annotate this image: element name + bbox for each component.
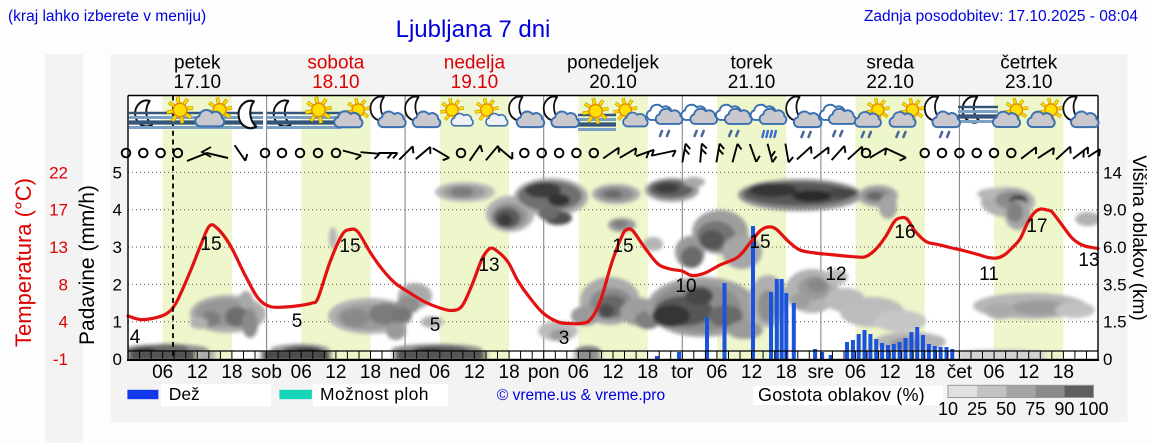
svg-text:15: 15: [339, 236, 360, 257]
svg-text:20.10: 20.10: [589, 72, 637, 93]
svg-text:100: 100: [1078, 399, 1108, 419]
svg-text:3: 3: [559, 328, 570, 349]
svg-text:tor: tor: [671, 362, 694, 383]
svg-text:2: 2: [113, 275, 122, 294]
svg-text:5: 5: [430, 315, 441, 336]
svg-text:3.5: 3.5: [1103, 275, 1127, 294]
svg-text:0: 0: [113, 350, 122, 369]
svg-text:06: 06: [429, 362, 450, 383]
svg-text:3: 3: [113, 238, 122, 257]
svg-text:1.5: 1.5: [1103, 313, 1127, 332]
svg-text:5: 5: [292, 311, 303, 332]
svg-text:13: 13: [1078, 250, 1099, 271]
svg-text:12: 12: [325, 362, 346, 383]
svg-text:4: 4: [130, 327, 141, 348]
svg-text:Ljubljana 7 dni: Ljubljana 7 dni: [396, 16, 551, 43]
svg-text:5: 5: [113, 163, 122, 182]
svg-text:18: 18: [499, 362, 520, 383]
svg-text:sre: sre: [808, 362, 834, 383]
svg-text:12: 12: [1018, 362, 1039, 383]
svg-text:15: 15: [612, 236, 633, 257]
svg-text:sreda: sreda: [866, 53, 914, 74]
svg-text:06: 06: [568, 362, 589, 383]
svg-text:18: 18: [776, 362, 797, 383]
svg-text:23.10: 23.10: [1005, 72, 1053, 93]
svg-text:4: 4: [59, 313, 68, 332]
svg-text:Višina oblakov (km): Višina oblakov (km): [1128, 155, 1149, 320]
svg-text:9.0: 9.0: [1103, 201, 1127, 220]
svg-text:12: 12: [187, 362, 208, 383]
svg-text:četrtek: četrtek: [1000, 53, 1058, 74]
svg-text:torek: torek: [730, 53, 773, 74]
svg-text:12: 12: [880, 362, 901, 383]
svg-text:10: 10: [675, 276, 696, 297]
svg-text:Gostota oblakov (%): Gostota oblakov (%): [758, 385, 925, 405]
svg-text:petek: petek: [174, 53, 221, 74]
svg-text:19.10: 19.10: [451, 72, 499, 93]
svg-text:ned: ned: [389, 362, 421, 383]
svg-text:Možnost ploh: Možnost ploh: [320, 384, 429, 404]
svg-text:0: 0: [1103, 350, 1112, 369]
svg-text:18: 18: [1053, 362, 1074, 383]
svg-text:© vreme.us & vreme.pro: © vreme.us & vreme.pro: [497, 387, 665, 404]
svg-text:Zadnja posodobitev: 17.10.2025: Zadnja posodobitev: 17.10.2025 - 08:04: [864, 8, 1138, 25]
svg-text:17: 17: [49, 201, 68, 220]
svg-text:čet: čet: [947, 362, 973, 383]
svg-text:(kraj lahko izberete v meniju): (kraj lahko izberete v meniju): [8, 8, 206, 25]
svg-text:90: 90: [1054, 399, 1074, 419]
svg-text:15: 15: [200, 234, 221, 255]
svg-text:sob: sob: [251, 362, 282, 383]
svg-text:17.10: 17.10: [174, 72, 222, 93]
svg-text:18.10: 18.10: [312, 72, 360, 93]
svg-text:06: 06: [984, 362, 1005, 383]
svg-text:pon: pon: [528, 362, 560, 383]
svg-text:8: 8: [59, 275, 68, 294]
svg-text:sobota: sobota: [307, 53, 364, 74]
svg-text:4: 4: [113, 201, 122, 220]
svg-text:12: 12: [825, 264, 846, 285]
svg-text:Temperatura (°C): Temperatura (°C): [11, 178, 36, 347]
svg-text:12: 12: [741, 362, 762, 383]
svg-text:12: 12: [464, 362, 485, 383]
svg-text:22.10: 22.10: [866, 72, 914, 93]
svg-text:18: 18: [221, 362, 242, 383]
svg-text:06: 06: [291, 362, 312, 383]
svg-text:16: 16: [894, 222, 915, 243]
svg-text:15: 15: [749, 232, 770, 253]
svg-text:-1: -1: [53, 350, 68, 369]
svg-text:22: 22: [49, 163, 68, 182]
svg-text:13: 13: [49, 238, 68, 257]
svg-text:6.0: 6.0: [1103, 238, 1127, 257]
svg-text:75: 75: [1025, 399, 1045, 419]
svg-text:06: 06: [152, 362, 173, 383]
svg-text:14: 14: [1103, 163, 1122, 182]
svg-text:25: 25: [967, 399, 987, 419]
svg-text:18: 18: [914, 362, 935, 383]
svg-text:13: 13: [478, 255, 499, 276]
svg-text:06: 06: [706, 362, 727, 383]
svg-text:06: 06: [845, 362, 866, 383]
svg-text:Padavine (mm/h): Padavine (mm/h): [76, 185, 99, 345]
svg-text:12: 12: [602, 362, 623, 383]
svg-text:18: 18: [360, 362, 381, 383]
svg-text:Dež: Dež: [169, 384, 200, 404]
svg-text:ponedeljek: ponedeljek: [567, 53, 659, 74]
svg-text:nedelja: nedelja: [444, 53, 506, 74]
svg-text:18: 18: [637, 362, 658, 383]
svg-text:21.10: 21.10: [728, 72, 776, 93]
svg-text:11: 11: [979, 264, 999, 285]
svg-text:50: 50: [996, 399, 1016, 419]
svg-text:10: 10: [938, 399, 958, 419]
svg-text:1: 1: [113, 313, 122, 332]
svg-text:17: 17: [1026, 216, 1047, 237]
